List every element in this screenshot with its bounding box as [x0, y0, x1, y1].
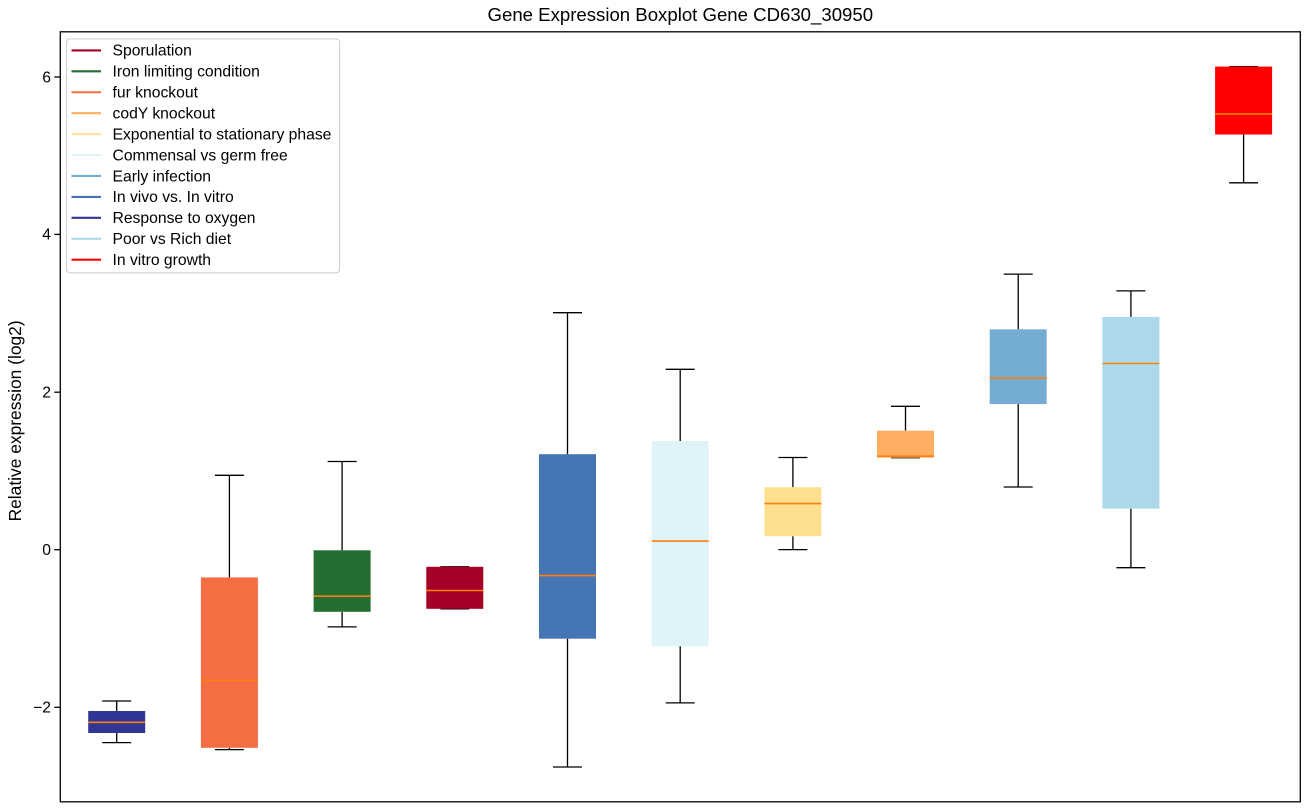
- svg-text:Commensal vs germ free: Commensal vs germ free: [113, 147, 289, 164]
- svg-text:Poor vs Rich diet: Poor vs Rich diet: [113, 231, 232, 248]
- svg-text:codY knockout: codY knockout: [113, 105, 216, 122]
- svg-text:Response to oxygen: Response to oxygen: [113, 210, 256, 227]
- svg-text:Iron limiting condition: Iron limiting condition: [113, 64, 260, 81]
- svg-text:In vivo vs. In vitro: In vivo vs. In vitro: [113, 189, 234, 206]
- svg-text:Exponential to stationary phas: Exponential to stationary phase: [113, 126, 332, 143]
- svg-text:2: 2: [42, 385, 51, 402]
- svg-text:4: 4: [42, 227, 51, 244]
- svg-text:0: 0: [42, 542, 51, 559]
- svg-text:Gene Expression Boxplot Gene C: Gene Expression Boxplot Gene CD630_30950: [488, 4, 874, 26]
- svg-text:6: 6: [42, 69, 51, 86]
- svg-text:Relative expression (log2): Relative expression (log2): [5, 320, 25, 521]
- svg-text:−2: −2: [33, 700, 51, 717]
- svg-text:Sporulation: Sporulation: [113, 43, 192, 60]
- svg-text:In vitro growth: In vitro growth: [113, 252, 212, 269]
- svg-text:Early infection: Early infection: [113, 168, 212, 185]
- svg-text:fur knockout: fur knockout: [113, 85, 199, 102]
